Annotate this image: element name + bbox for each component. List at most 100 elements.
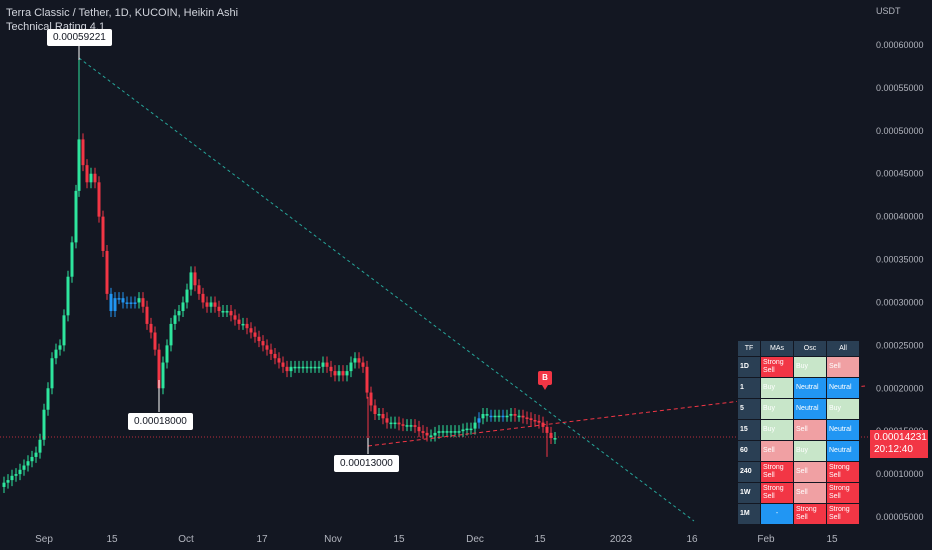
candle-body xyxy=(353,358,357,363)
rating-osc: Strong Sell xyxy=(793,503,827,525)
candle-body xyxy=(213,302,217,307)
candle-body xyxy=(481,414,485,419)
rating-timeframe: 1D xyxy=(737,356,761,378)
rating-timeframe: 240 xyxy=(737,461,761,483)
x-tick-label: Nov xyxy=(324,534,342,545)
candle-body xyxy=(257,336,261,342)
candle-body xyxy=(497,415,501,418)
rating-row: 1 Buy Neutral Neutral xyxy=(737,377,860,399)
candle-body xyxy=(193,272,197,286)
candle-body xyxy=(281,362,285,367)
candle-body xyxy=(85,165,89,183)
rating-row: 1D Strong Sell Buy Sell xyxy=(737,356,860,378)
low-callout-1: 0.00018000 xyxy=(128,413,193,430)
header-tf: TF xyxy=(737,340,761,357)
candle-body xyxy=(233,315,237,320)
candle-body xyxy=(545,426,549,433)
candle-body xyxy=(77,139,81,191)
y-tick-label: 0.00045000 xyxy=(876,169,924,179)
rating-osc: Sell xyxy=(793,482,827,504)
candle-body xyxy=(529,418,533,421)
candle-body xyxy=(357,358,361,363)
candle-body xyxy=(141,298,145,307)
candle-body xyxy=(221,311,225,313)
high-callout: 0.00059221 xyxy=(47,29,112,46)
candle-body xyxy=(533,420,537,422)
candle-body xyxy=(373,405,377,415)
rating-mas: Strong Sell xyxy=(760,482,794,504)
candle-body xyxy=(345,371,349,376)
candles xyxy=(2,51,557,493)
rating-osc: Buy xyxy=(793,440,827,462)
rating-osc: Neutral xyxy=(793,377,827,399)
rating-all: Strong Sell xyxy=(826,503,860,525)
y-tick-label: 0.00025000 xyxy=(876,340,924,350)
candle-body xyxy=(457,431,461,433)
candle-body xyxy=(81,139,85,166)
y-tick-label: 0.00050000 xyxy=(876,126,924,136)
y-tick-label: 0.00020000 xyxy=(876,383,924,393)
candle-body xyxy=(109,293,113,312)
rating-all: Strong Sell xyxy=(826,482,860,504)
candle-body xyxy=(317,366,321,369)
candle-body xyxy=(22,465,26,470)
candle-body xyxy=(385,418,389,423)
candle-body xyxy=(6,480,10,483)
candle-body xyxy=(513,414,517,416)
candle-body xyxy=(329,366,333,372)
rating-row: 60 Sell Buy Neutral xyxy=(737,440,860,462)
candle-body xyxy=(405,425,409,427)
rating-osc: Sell xyxy=(793,461,827,483)
candle-body xyxy=(225,311,229,313)
rating-mas: Buy xyxy=(760,398,794,420)
currency-label: USDT xyxy=(876,6,901,16)
header-osc: Osc xyxy=(793,340,827,357)
low-callout-2: 0.00013000 xyxy=(334,455,399,472)
candle-body xyxy=(437,431,441,433)
candle-body xyxy=(137,298,141,303)
rating-mas: Strong Sell xyxy=(760,356,794,378)
candle-body xyxy=(393,422,397,425)
bar-countdown: 20:12:40 xyxy=(874,444,913,455)
candle-body xyxy=(38,439,42,453)
candle-body xyxy=(509,414,513,416)
rating-mas: Buy xyxy=(760,377,794,399)
candle-body xyxy=(261,341,265,346)
candle-body xyxy=(229,311,233,316)
candle-body xyxy=(289,366,293,372)
candle-body xyxy=(441,431,445,433)
rating-all: Buy xyxy=(826,398,860,420)
rating-osc: Neutral xyxy=(793,398,827,420)
signal-badge[interactable]: B xyxy=(538,371,552,390)
header-all: All xyxy=(826,340,860,357)
candle-body xyxy=(477,418,481,423)
rating-row: 1W Strong Sell Sell Strong Sell xyxy=(737,482,860,504)
candle-body xyxy=(537,420,541,423)
candle-body xyxy=(26,461,30,466)
x-tick-label: 2023 xyxy=(610,534,633,545)
candle-body xyxy=(42,409,46,440)
rating-row: 1M - Strong Sell Strong Sell xyxy=(737,503,860,525)
candle-body xyxy=(46,388,50,410)
candle-body xyxy=(149,323,153,333)
y-tick-label: 0.00060000 xyxy=(876,40,924,50)
candle-body xyxy=(377,414,381,416)
candle-body xyxy=(66,276,70,316)
candle-body xyxy=(169,323,173,346)
candle-body xyxy=(97,182,101,217)
candle-body xyxy=(461,429,465,432)
candle-body xyxy=(237,319,241,324)
x-tick-label: 15 xyxy=(106,534,118,545)
candle-body xyxy=(301,366,305,369)
indicator-name[interactable]: Technical Rating 4.1 xyxy=(6,21,106,33)
rating-all: Strong Sell xyxy=(826,461,860,483)
trend-line[interactable] xyxy=(78,57,695,522)
candle-body xyxy=(553,438,557,440)
candle-body xyxy=(349,362,353,372)
candle-body xyxy=(421,431,425,433)
candle-body xyxy=(321,362,325,367)
symbol-title: Terra Classic / Tether, 1D, KUCOIN, Heik… xyxy=(6,7,239,19)
rating-row: 5 Buy Neutral Buy xyxy=(737,398,860,420)
candle-body xyxy=(117,298,121,300)
candle-body xyxy=(413,425,417,427)
